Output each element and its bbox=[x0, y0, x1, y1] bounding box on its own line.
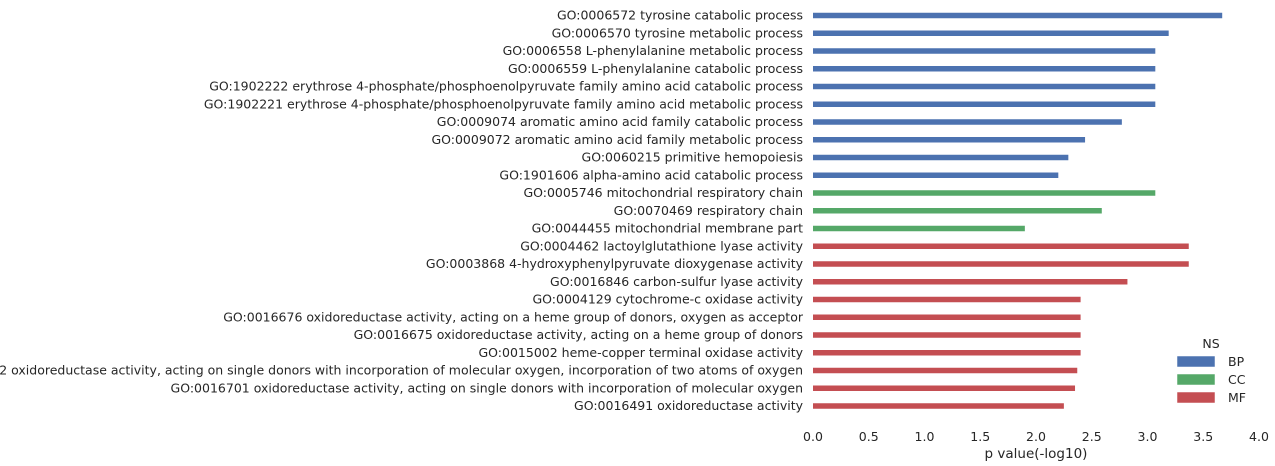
bar-mf bbox=[813, 350, 1081, 356]
x-tick-label: 3.5 bbox=[1193, 429, 1213, 444]
legend-label: CC bbox=[1228, 372, 1246, 387]
category-label: GO:1901606 alpha-amino acid catabolic pr… bbox=[499, 167, 803, 182]
bars-layer bbox=[813, 12, 1223, 409]
bar-bp bbox=[813, 66, 1156, 72]
bar-mf bbox=[813, 332, 1081, 338]
x-tick-label: 2.0 bbox=[1026, 429, 1046, 444]
bar-cc bbox=[813, 225, 1025, 232]
x-tick-label: 0.0 bbox=[803, 429, 823, 444]
x-tick-label: 1.0 bbox=[915, 429, 935, 444]
category-label: GO:0016846 carbon-sulfur lyase activity bbox=[550, 274, 804, 289]
category-label: GO:1902222 erythrose 4-phosphate/phospho… bbox=[209, 79, 803, 94]
bar-bp bbox=[813, 172, 1059, 178]
bar-cc bbox=[813, 190, 1156, 196]
x-axis-ticks: 0.0 0.5 1.0 1.5 2.0 2.5 3.0 3.5 4.0 bbox=[803, 429, 1269, 444]
bar-bp bbox=[813, 101, 1156, 107]
category-label: GO:0015002 heme-copper terminal oxidase … bbox=[478, 345, 803, 360]
bar-cc bbox=[813, 208, 1102, 214]
bar-bp bbox=[813, 83, 1156, 90]
category-label: GO:0006570 tyrosine metabolic process bbox=[552, 25, 803, 40]
bar-mf bbox=[813, 296, 1081, 303]
category-label: GO:0005746 mitochondrial respiratory cha… bbox=[523, 185, 803, 200]
bar-bp bbox=[813, 137, 1086, 143]
bar-bp bbox=[813, 48, 1156, 54]
category-label: GO:0009074 aromatic amino acid family ca… bbox=[437, 114, 803, 129]
legend-swatch-mf bbox=[1176, 391, 1216, 404]
category-label: GO:0009072 aromatic amino acid family me… bbox=[431, 132, 803, 147]
bar-mf bbox=[813, 261, 1189, 267]
bar-mf bbox=[813, 279, 1128, 285]
category-label: GO:0016675 oxidoreductase activity, acti… bbox=[354, 327, 803, 342]
category-label: GO:1902221 erythrose 4-phosphate/phospho… bbox=[204, 96, 803, 111]
bar-bp bbox=[813, 154, 1069, 161]
category-label: GO:0044455 mitochondrial membrane part bbox=[532, 221, 803, 236]
category-label: GO:0004129 cytochrome-c oxidase activity bbox=[533, 292, 804, 307]
legend-label: MF bbox=[1228, 390, 1246, 405]
legend-swatch-bp bbox=[1176, 355, 1216, 368]
legend-title: NS bbox=[1202, 336, 1219, 351]
category-label: GO:0060215 primitive hemopoiesis bbox=[582, 150, 803, 165]
category-label: GO:0016676 oxidoreductase activity, acti… bbox=[223, 309, 804, 324]
bar-mf bbox=[813, 385, 1076, 391]
x-tick-label: 4.0 bbox=[1249, 429, 1269, 444]
category-label: GO:0006572 tyrosine catabolic process bbox=[557, 8, 803, 23]
bar-mf bbox=[813, 403, 1064, 409]
category-labels: GO:0006572 tyrosine catabolic process GO:… bbox=[0, 8, 804, 414]
legend-swatch-cc bbox=[1176, 373, 1216, 386]
category-label: GO:0016702 oxidoreductase activity, acti… bbox=[0, 363, 803, 378]
bar-bp bbox=[813, 119, 1122, 125]
x-tick-label: 2.5 bbox=[1082, 429, 1102, 444]
category-label: GO:0006559 L-phenylalanine catabolic pro… bbox=[508, 61, 803, 76]
category-label: GO:0006558 L-phenylalanine metabolic pro… bbox=[503, 43, 803, 58]
bar-mf bbox=[813, 314, 1081, 320]
category-label: GO:0004462 lactoylglutathione lyase acti… bbox=[520, 238, 803, 253]
x-tick-label: 3.0 bbox=[1138, 429, 1158, 444]
legend-label: BP bbox=[1228, 354, 1245, 369]
x-tick-label: 0.5 bbox=[859, 429, 879, 444]
legend: NS BP CC MF bbox=[1176, 336, 1246, 405]
bar-mf bbox=[813, 243, 1189, 249]
category-label: GO:0003868 4-hydroxyphenylpyruvate dioxy… bbox=[426, 256, 804, 271]
x-tick-label: 1.5 bbox=[970, 429, 990, 444]
category-label: GO:0016701 oxidoreductase activity, acti… bbox=[171, 380, 803, 395]
x-axis-title: p value(-log10) bbox=[985, 446, 1088, 462]
bar-bp bbox=[813, 12, 1223, 19]
bar-bp bbox=[813, 30, 1169, 36]
category-label: GO:0070469 respiratory chain bbox=[614, 203, 803, 218]
category-label: GO:0016491 oxidoreductase activity bbox=[574, 398, 804, 413]
bar-mf bbox=[813, 367, 1078, 374]
